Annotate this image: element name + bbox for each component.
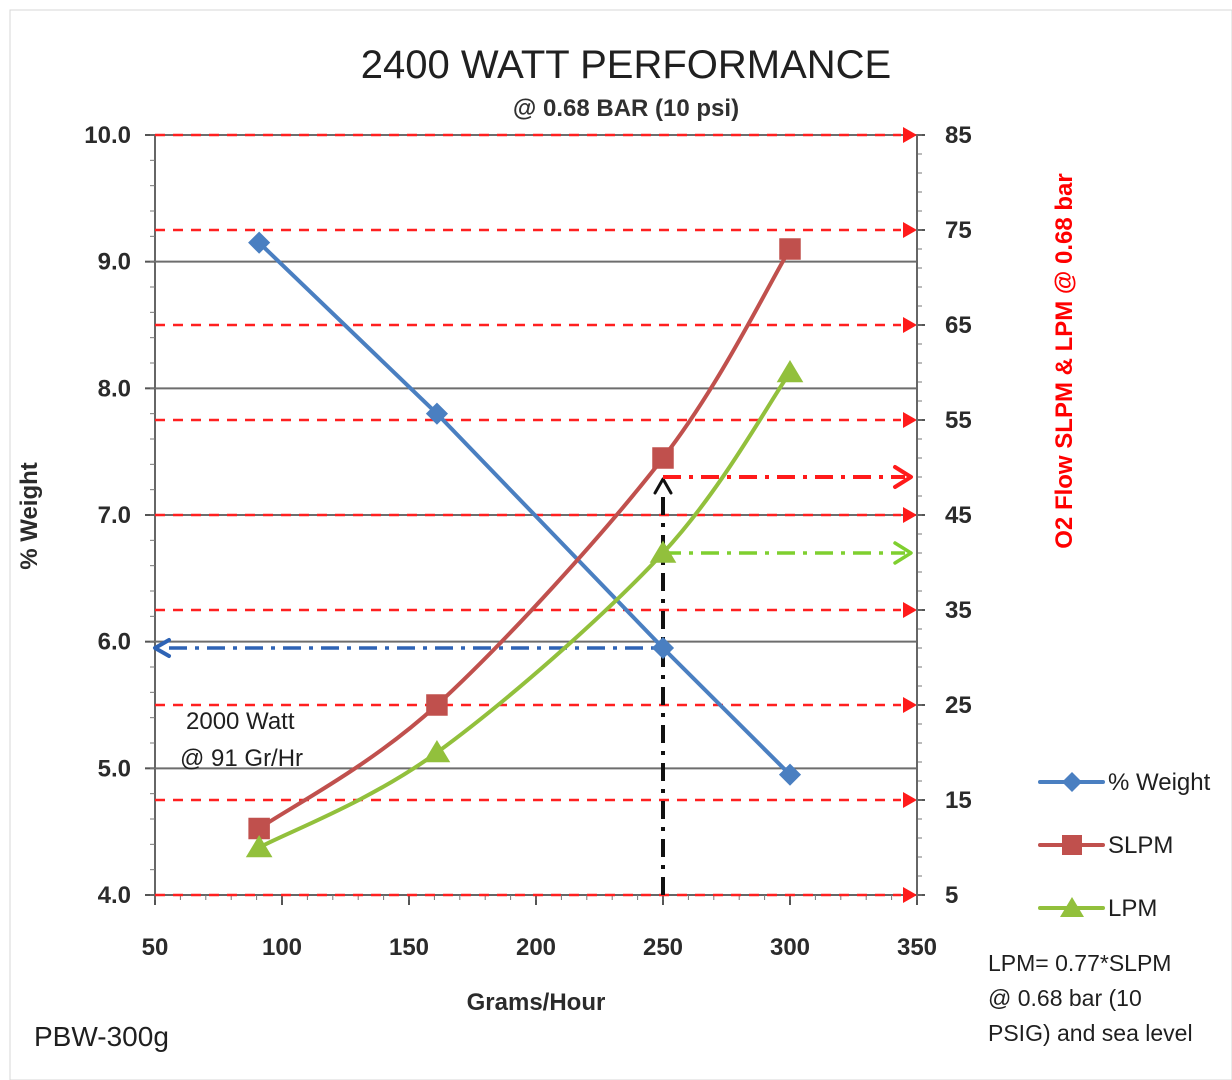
right-tick-label-5: 35 [945, 597, 972, 624]
series-0-point-1 [425, 402, 449, 425]
annotation-line-1: 2000 Watt [186, 708, 295, 735]
x-tick-label-5: 300 [770, 934, 810, 961]
legend-marker-2 [1060, 897, 1084, 917]
series-0-point-3 [778, 763, 802, 786]
y-axis-title: % Weight [16, 462, 43, 570]
reference-lpm-arrow [893, 541, 913, 565]
right-reference-arrow-6 [903, 697, 917, 713]
right-tick-label-2: 65 [945, 312, 972, 339]
legend-label-2: LPM [1108, 895, 1157, 922]
legend-label-0: % Weight [1108, 769, 1211, 796]
legend-marker-1 [1062, 835, 1082, 855]
series-1-point-1 [426, 694, 448, 716]
left-tick-label-3: 7.0 [98, 502, 131, 529]
note-line-2: @ 0.68 bar (10 [988, 985, 1142, 1011]
series-line-1 [257, 247, 792, 831]
x-tick-label-6: 350 [897, 934, 937, 961]
series-2-point-0 [245, 835, 273, 858]
legend: % Weight SLPM LPM [1038, 769, 1211, 922]
reference-weight-arrow [153, 638, 171, 658]
right-tick-label-3: 55 [945, 407, 972, 434]
chart-subtitle: @ 0.68 BAR (10 psi) [513, 95, 739, 122]
right-tick-label-6: 25 [945, 692, 972, 719]
right-reference-arrow-1 [903, 222, 917, 238]
chart-title: 2400 WATT PERFORMANCE [361, 43, 891, 87]
x-tick-label-0: 50 [142, 934, 169, 961]
right-reference-arrow-0 [903, 127, 917, 143]
series-2-point-1 [423, 740, 451, 763]
left-tick-label-4: 6.0 [98, 629, 131, 656]
left-tick-label-5: 5.0 [98, 755, 131, 782]
series-line-2 [257, 370, 792, 850]
right-reference-arrow-5 [903, 602, 917, 618]
annotation-line-2: @ 91 Gr/Hr [180, 745, 303, 772]
series-2-point-3 [776, 360, 804, 383]
note-line-1: LPM= 0.77*SLPM [988, 950, 1171, 976]
series-0-point-2 [651, 636, 675, 660]
right-reference-arrow-7 [903, 792, 917, 808]
right-tick-label-0: 85 [945, 122, 972, 149]
legend-marker-0 [1062, 772, 1082, 792]
right-tick-label-8: 5 [945, 882, 958, 909]
plot-layer: 10.0 9.0 8.0 7.0 6.0 5.0 4.0 50 100 150 200 250 300 3… [84, 122, 971, 961]
x-tick-label-1: 100 [262, 934, 302, 961]
right-reference-arrow-3 [903, 412, 917, 428]
legend-label-1: SLPM [1108, 832, 1173, 859]
right-reference-arrow-4 [903, 507, 917, 523]
reference-slpm-arrow [893, 465, 913, 489]
note-line-3: PSIG) and sea level [988, 1020, 1193, 1046]
y2-axis-title: O2 Flow SLPM & LPM @ 0.68 bar [1051, 173, 1078, 548]
watermark-label: PBW-300g [34, 1021, 169, 1052]
chart-frame [9, 9, 1232, 1080]
x-axis-title: Grams/Hour [467, 989, 606, 1016]
series-line-0 [257, 240, 792, 777]
left-tick-label-6: 4.0 [98, 882, 131, 909]
x-tick-label-2: 150 [389, 934, 429, 961]
series-1-point-2 [652, 447, 674, 469]
right-reference-arrow-8 [903, 887, 917, 903]
series-1-point-3 [779, 238, 801, 260]
right-tick-label-1: 75 [945, 217, 972, 244]
right-reference-arrow-2 [903, 317, 917, 333]
right-tick-label-4: 45 [945, 502, 972, 529]
x-tick-label-3: 200 [516, 934, 556, 961]
x-tick-label-4: 250 [643, 934, 683, 961]
series-0-point-0 [248, 231, 271, 254]
series-2-point-2 [649, 540, 677, 563]
left-tick-label-2: 8.0 [98, 375, 131, 402]
left-tick-label-0: 10.0 [84, 122, 131, 149]
left-tick-label-1: 9.0 [98, 249, 131, 276]
right-tick-label-7: 15 [945, 787, 972, 814]
